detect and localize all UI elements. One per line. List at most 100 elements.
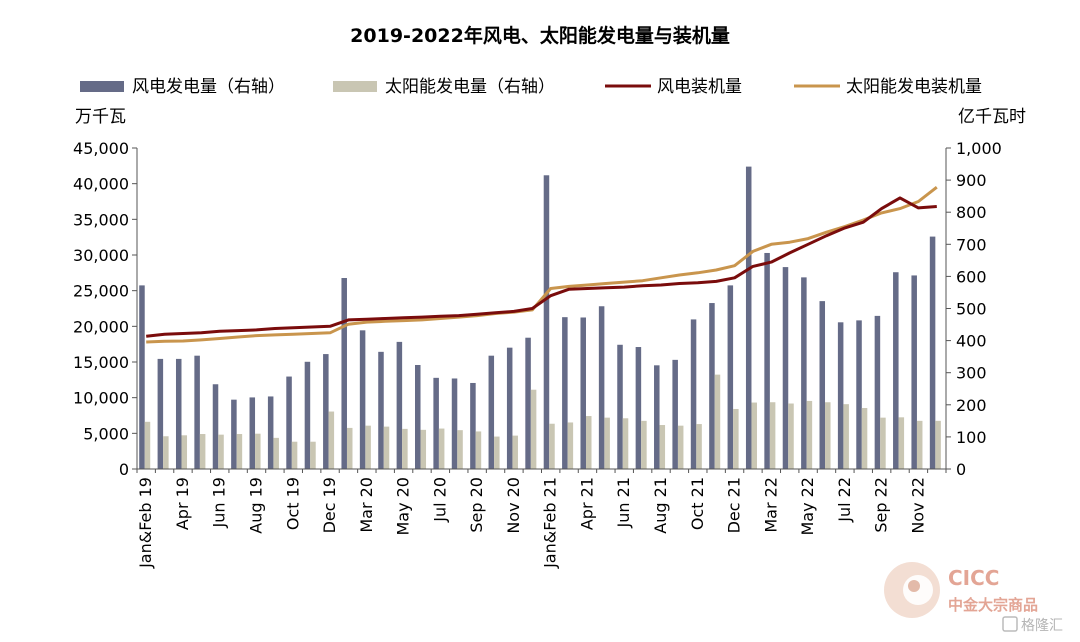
left-tick-label: 15,000 <box>73 353 129 372</box>
solar-gen-bar <box>438 428 445 469</box>
solar-gen-bar <box>567 422 574 469</box>
left-tick-label: 25,000 <box>73 282 129 301</box>
solar-gen-bar <box>898 417 905 469</box>
wind-generation-bars <box>139 166 936 470</box>
x-tick-label: Jul 22 <box>835 477 854 523</box>
right-tick-label: 1,000 <box>956 139 1002 158</box>
x-axis: Jan&Feb 19 Apr 19 Jun 19 Aug 19 Oct 19 Dec 19… <box>136 468 947 569</box>
solar-gen-bar <box>733 408 739 469</box>
x-tick-label: Apr 21 <box>577 477 596 530</box>
wind-gen-bar <box>598 306 605 469</box>
solar-gen-bar <box>659 425 666 469</box>
solar-gen-bar <box>604 417 610 469</box>
wind-gen-bar <box>617 344 623 469</box>
left-axis: 0 5,000 10,000 15,000 20,000 25,000 30,000 35,0… <box>73 139 138 479</box>
left-tick-label: 0 <box>119 460 129 479</box>
right-tick-label: 100 <box>956 428 987 447</box>
wind-gen-bar <box>378 351 384 469</box>
right-tick-label: 800 <box>956 203 987 222</box>
logo-en: CICC <box>948 566 999 590</box>
wind-gen-bar <box>562 317 568 469</box>
solar-gen-bar <box>144 421 151 469</box>
x-tick-label: May 20 <box>394 477 413 536</box>
wind-gen-bar <box>782 267 789 469</box>
solar-gen-bar <box>218 434 224 469</box>
left-tick-label: 30,000 <box>73 246 129 265</box>
solar-gen-bar <box>236 434 243 469</box>
right-tick-label: 0 <box>956 460 966 479</box>
x-tick-label: Jan&Feb 19 <box>136 477 155 569</box>
wind-gen-bar <box>396 341 403 469</box>
wind-gen-bar <box>801 277 807 469</box>
x-tick-label: Jan&Feb 21 <box>541 477 560 569</box>
solar-gen-bar <box>346 427 353 469</box>
wind-gen-bar <box>874 315 881 469</box>
x-tick-label: Jun 21 <box>614 477 633 528</box>
solar-gen-bar <box>880 417 886 469</box>
wind-gen-bar <box>470 382 476 469</box>
x-tick-label: Jul 20 <box>430 477 449 523</box>
wind-gen-bar <box>911 275 917 469</box>
legend-label-1: 太阳能发电量（右轴） <box>385 77 555 97</box>
solar-gen-bar <box>677 425 684 469</box>
x-tick-label: Aug 19 <box>247 477 266 534</box>
solar-gen-bar <box>806 400 813 469</box>
solar-gen-bar <box>255 433 261 469</box>
solar-gen-bar <box>291 441 298 469</box>
solar-gen-bar <box>365 425 371 469</box>
left-tick-label: 40,000 <box>73 175 129 194</box>
chart-title: 2019-2022年风电、太阳能发电量与装机量 <box>350 24 730 47</box>
watermark-text: 格隆汇 <box>1021 618 1063 634</box>
wind-gen-bar <box>543 175 550 469</box>
wind-gen-bar <box>654 365 660 469</box>
solar-gen-bar <box>530 389 537 469</box>
wind-gen-bar <box>341 278 347 469</box>
solar-gen-bar <box>273 437 279 469</box>
right-tick-label: 500 <box>956 300 987 319</box>
solar-gen-bar <box>420 429 427 469</box>
solar-gen-bar <box>843 404 849 469</box>
right-tick-label: 400 <box>956 332 987 351</box>
solar-gen-bar <box>549 423 555 469</box>
solar-gen-bar <box>714 374 721 469</box>
x-tick-label: Jun 19 <box>210 477 229 528</box>
wind-gen-bar <box>764 252 770 469</box>
x-tick-label: Apr 19 <box>173 477 192 530</box>
wind-gen-bar <box>249 397 256 469</box>
wind-gen-bar <box>506 347 513 469</box>
solar-gen-bar <box>163 436 169 469</box>
solar-gen-bar <box>751 402 757 469</box>
wind-gen-bar <box>525 337 531 469</box>
wind-gen-bar <box>856 320 862 469</box>
x-tick-label: Oct 21 <box>688 477 707 530</box>
solar-gen-bar <box>641 420 647 469</box>
solar-gen-bar <box>199 434 206 469</box>
x-tick-label: Oct 19 <box>283 477 302 530</box>
right-tick-label: 600 <box>956 267 987 286</box>
capacity-lines <box>146 186 938 344</box>
solar-gen-bar <box>475 431 482 469</box>
legend-label-2: 风电装机量 <box>657 77 742 97</box>
wind-gen-bar <box>837 322 844 469</box>
solar-gen-bar <box>181 435 188 469</box>
legend-label-0: 风电发电量（右轴） <box>132 77 285 97</box>
solar-gen-bar <box>457 430 463 469</box>
watermark-icon <box>1002 616 1018 632</box>
solar-gen-bar <box>585 416 592 469</box>
wind-gen-bar <box>451 378 458 469</box>
wind-gen-bar <box>194 355 200 469</box>
wind-gen-bar <box>175 358 182 469</box>
wind-gen-bar <box>819 301 826 469</box>
left-tick-label: 5,000 <box>83 424 129 443</box>
wind-gen-bar <box>286 376 292 469</box>
left-tick-label: 45,000 <box>73 139 129 158</box>
solar-gen-bar <box>825 402 831 469</box>
solar-gen-bar <box>328 411 335 469</box>
wind-gen-bar <box>231 399 237 469</box>
solar-gen-bar <box>861 408 868 469</box>
legend-label-3: 太阳能发电装机量 <box>846 77 982 97</box>
x-tick-label: Dec 19 <box>320 477 339 533</box>
x-tick-label: Sep 20 <box>467 477 486 533</box>
solar-gen-bar <box>512 435 518 469</box>
